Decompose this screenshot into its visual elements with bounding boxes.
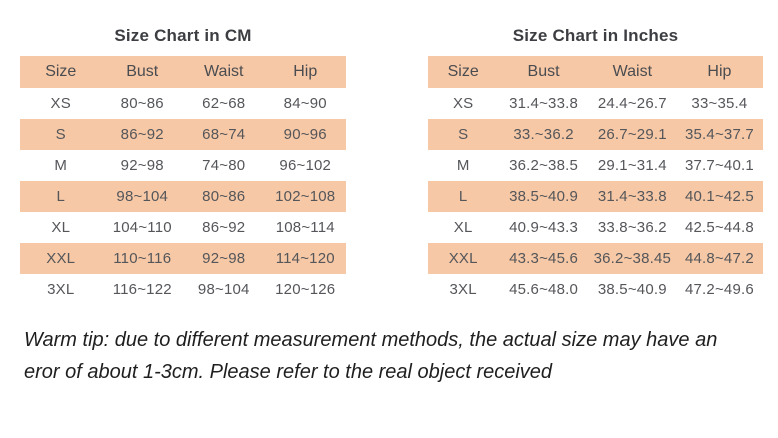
size-chart-cm-title: Size Chart in CM [114,26,252,45]
table-cell: 68~74 [202,126,246,143]
table-cell: XXL [46,250,76,267]
table-cell: 62~68 [202,95,246,112]
table-row: XXL 43.3~45.6 36.2~38.45 44.8~47.2 [428,243,763,274]
size-chart-inches-section: Size Chart in Inches Size Bust Waist Hip XS… [428,24,763,305]
column-header: Bust [527,63,560,80]
warm-tip-line-1: Warm tip: due to different measurement m… [24,329,718,351]
table-cell: 36.2~38.5 [509,157,579,174]
table-cell: 31.4~33.8 [597,188,667,205]
table-cell: XXL [448,250,478,267]
table-cell: 37.7~40.1 [684,157,754,174]
table-cell: XS [50,95,71,112]
table-cell: 114~120 [275,250,335,267]
table-cell: XL [453,219,473,236]
table-cell: S [458,126,469,143]
size-chart-cm-section: Size Chart in CM Size Bust Waist Hip XS 80~8… [20,24,346,305]
table-row: 3XL 45.6~48.0 38.5~40.9 47.2~49.6 [428,274,763,305]
table-row: XS 80~86 62~68 84~90 [20,88,346,119]
table-cell: 84~90 [283,95,327,112]
table-cell: 98~104 [116,188,169,205]
table-cell: 33.~36.2 [513,126,574,143]
table-cell: 90~96 [283,126,327,143]
table-cell: 108~114 [275,219,335,236]
table-row: S 33.~36.2 26.7~29.1 35.4~37.7 [428,119,763,150]
table-cell: 36.2~38.45 [593,250,672,267]
column-header: Hip [707,63,732,80]
column-header: Waist [612,63,653,80]
size-chart-cm-table: Size Bust Waist Hip XS 80~86 62~68 84~90 S 86~92… [20,56,346,305]
table-cell: 80~86 [202,188,246,205]
table-cell: 35.4~37.7 [684,126,754,143]
table-cell: 96~102 [279,157,332,174]
size-chart-inches-header: Size Bust Waist Hip [428,56,763,88]
table-cell: 74~80 [202,157,246,174]
table-cell: S [55,126,66,143]
table-cell: 45.6~48.0 [509,281,579,298]
table-cell: 110~116 [113,250,172,267]
size-chart-inches-table: Size Bust Waist Hip XS 31.4~33.8 24.4~26.7 33~… [428,56,763,305]
table-row: M 36.2~38.5 29.1~31.4 37.7~40.1 [428,150,763,181]
table-cell: 31.4~33.8 [509,95,579,112]
table-cell: 86~92 [202,219,246,236]
table-row: S 86~92 68~74 90~96 [20,119,346,150]
table-cell: 24.4~26.7 [597,95,667,112]
table-cell: 116~122 [112,281,172,298]
table-cell: 42.5~44.8 [684,219,754,236]
table-cell: 104~110 [112,219,172,236]
table-cell: 26.7~29.1 [597,126,667,143]
table-cell: 3XL [449,281,477,298]
table-cell: L [56,188,66,205]
table-cell: L [458,188,468,205]
table-cell: 38.5~40.9 [597,281,667,298]
size-chart-inches-title: Size Chart in Inches [512,26,679,45]
size-chart-cm-body: XS 80~86 62~68 84~90 S 86~92 68~74 90~96 M 92~98 7… [20,88,346,305]
column-header: Size [45,63,77,80]
table-cell: 80~86 [120,95,164,112]
header-row: Size Bust Waist Hip [20,56,346,88]
size-chart-cm-header: Size Bust Waist Hip [20,56,346,88]
table-cell: 40.9~43.3 [509,219,579,236]
table-cell: 92~98 [120,157,164,174]
warm-tip-line-2: eror of about 1-3cm. Please refer to the… [24,361,553,383]
column-header: Bust [126,63,159,80]
table-row: L 98~104 80~86 102~108 [20,181,346,212]
table-row: M 92~98 74~80 96~102 [20,150,346,181]
warm-tip-note: Warm tip: due to different measurement m… [24,324,770,388]
table-cell: 29.1~31.4 [597,157,667,174]
table-cell: 86~92 [120,126,164,143]
column-header: Size [447,63,479,80]
table-cell: 98~104 [197,281,250,298]
table-cell: 3XL [47,281,75,298]
table-cell: 43.3~45.6 [509,250,579,267]
table-cell: 44.8~47.2 [684,250,754,267]
table-cell: 92~98 [202,250,246,267]
table-cell: 40.1~42.5 [684,188,754,205]
table-row: XL 104~110 86~92 108~114 [20,212,346,243]
size-chart-inches-body: XS 31.4~33.8 24.4~26.7 33~35.4 S 33.~36.2 26.7… [428,88,763,305]
table-cell: M [456,157,470,174]
table-row: XL 40.9~43.3 33.8~36.2 42.5~44.8 [428,212,763,243]
table-row: XS 31.4~33.8 24.4~26.7 33~35.4 [428,88,763,119]
column-header: Hip [293,63,318,80]
table-cell: 47.2~49.6 [684,281,754,298]
table-cell: 38.5~40.9 [509,188,579,205]
table-cell: M [54,157,68,174]
table-cell: 102~108 [275,188,336,205]
table-cell: 33.8~36.2 [597,219,667,236]
table-row: 3XL 116~122 98~104 120~126 [20,274,346,305]
table-cell: XS [452,95,474,112]
table-cell: XL [51,219,71,236]
table-cell: 33~35.4 [691,95,748,112]
table-cell: 120~126 [275,281,336,298]
table-row: L 38.5~40.9 31.4~33.8 40.1~42.5 [428,181,763,212]
header-row: Size Bust Waist Hip [428,56,763,88]
table-row: XXL 110~116 92~98 114~120 [20,243,346,274]
column-header: Waist [204,63,244,80]
